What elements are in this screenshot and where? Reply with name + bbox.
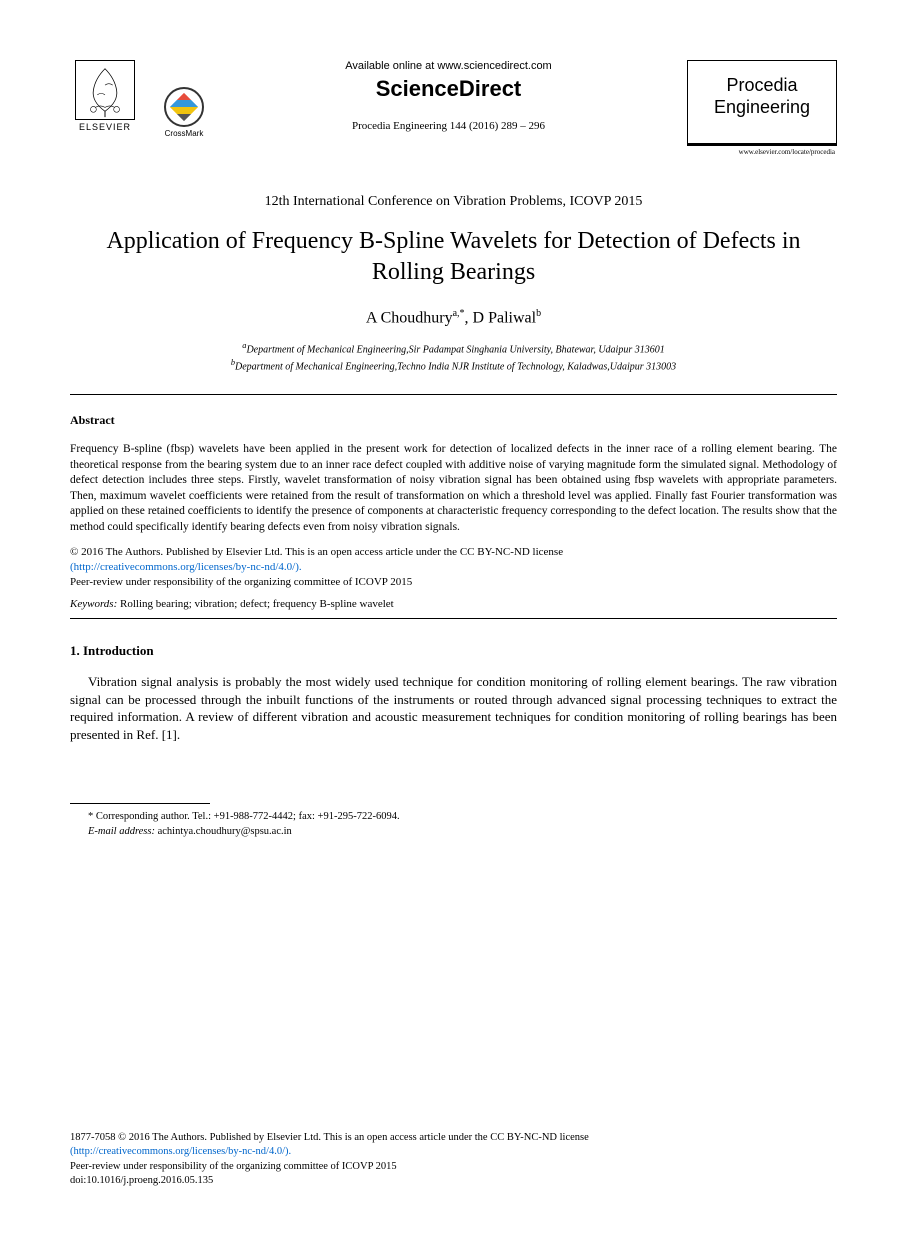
journal-badge[interactable]: Procedia Engineering — [687, 60, 837, 146]
sciencedirect-logo-text[interactable]: ScienceDirect — [230, 76, 667, 102]
elsevier-label: ELSEVIER — [79, 122, 131, 132]
affiliation-a: aDepartment of Mechanical Engineering,Si… — [70, 340, 837, 357]
author-2[interactable]: D Paliwal — [473, 310, 537, 327]
divider-rule — [70, 394, 837, 395]
keywords-line: Keywords: Rolling bearing; vibration; de… — [70, 598, 837, 610]
introduction-paragraph: Vibration signal analysis is probably th… — [70, 673, 837, 743]
abstract-heading: Abstract — [70, 413, 837, 428]
publisher-logos: ELSEVIER CrossMark — [70, 60, 210, 138]
abstract-text: Frequency B-spline (fbsp) wavelets have … — [70, 442, 837, 535]
affiliations: aDepartment of Mechanical Engineering,Si… — [70, 340, 837, 375]
peer-review-line: Peer-review under responsibility of the … — [70, 576, 412, 588]
affil-a-text: Department of Mechanical Engineering,Sir… — [246, 344, 664, 355]
keywords-text: Rolling bearing; vibration; defect; freq… — [117, 598, 393, 610]
journal-name-line2: Engineering — [688, 97, 836, 119]
affil-b-text: Department of Mechanical Engineering,Tec… — [235, 361, 676, 372]
license-link[interactable]: (http://creativecommons.org/licenses/by-… — [70, 561, 302, 573]
keywords-label: Keywords: — [70, 598, 117, 610]
copyright-line: © 2016 The Authors. Published by Elsevie… — [70, 546, 563, 558]
footer-peer-review: Peer-review under responsibility of the … — [70, 1161, 397, 1172]
header-center: Available online at www.sciencedirect.co… — [210, 60, 687, 132]
footer-license-link[interactable]: (http://creativecommons.org/licenses/by-… — [70, 1146, 291, 1157]
elsevier-tree-icon — [75, 60, 135, 120]
author-2-affil-marker: b — [536, 308, 541, 319]
conference-name: 12th International Conference on Vibrati… — [70, 194, 837, 210]
footer-doi: doi:10.1016/j.proeng.2016.05.135 — [70, 1175, 213, 1186]
corresponding-email[interactable]: achintya.choudhury@spsu.ac.in — [155, 826, 292, 837]
page-footer: 1877-7058 © 2016 The Authors. Published … — [70, 1131, 837, 1188]
crossmark-icon — [164, 87, 204, 127]
author-1-affil-marker: a,* — [453, 308, 465, 319]
elsevier-logo[interactable]: ELSEVIER — [70, 60, 140, 138]
page-header: ELSEVIER CrossMark Available online at w… — [70, 60, 837, 156]
corresponding-author-footnote: * Corresponding author. Tel.: +91-988-77… — [70, 810, 837, 839]
citation-line: Procedia Engineering 144 (2016) 289 – 29… — [230, 120, 667, 132]
crossmark-logo[interactable]: CrossMark — [158, 87, 210, 138]
corresponding-tel: * Corresponding author. Tel.: +91-988-77… — [88, 810, 837, 825]
corresponding-email-line: E-mail address: achintya.choudhury@spsu.… — [88, 825, 837, 840]
copyright-block: © 2016 The Authors. Published by Elsevie… — [70, 545, 837, 590]
crossmark-label: CrossMark — [165, 129, 204, 138]
divider-rule-2 — [70, 618, 837, 619]
paper-title: Application of Frequency B-Spline Wavele… — [70, 226, 837, 288]
journal-name-line1: Procedia — [688, 75, 836, 97]
available-online-text: Available online at www.sciencedirect.co… — [230, 60, 667, 72]
affiliation-b: bDepartment of Mechanical Engineering,Te… — [70, 357, 837, 374]
author-separator: , — [465, 310, 473, 327]
author-1[interactable]: A Choudhury — [366, 310, 453, 327]
journal-url[interactable]: www.elsevier.com/locate/procedia — [687, 148, 837, 156]
section-1-heading: 1. Introduction — [70, 643, 837, 659]
footer-issn-line: 1877-7058 © 2016 The Authors. Published … — [70, 1132, 589, 1143]
journal-badge-wrapper: Procedia Engineering www.elsevier.com/lo… — [687, 60, 837, 156]
author-list: A Choudhurya,*, D Paliwalb — [70, 308, 837, 327]
email-label: E-mail address: — [88, 826, 155, 837]
footnote-divider — [70, 803, 210, 804]
